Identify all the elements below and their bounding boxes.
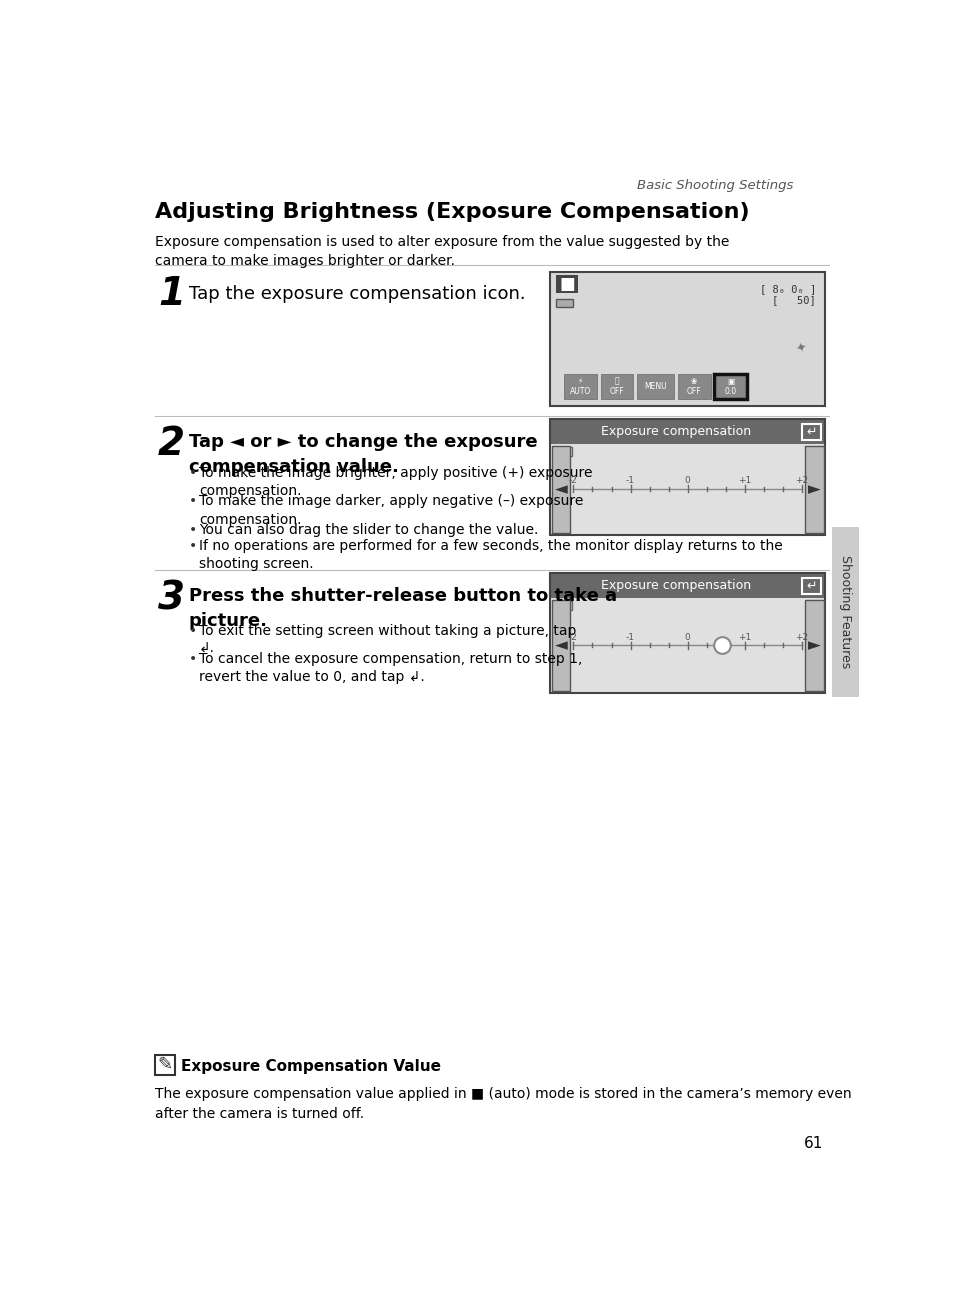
Text: ✦: ✦: [795, 342, 808, 356]
Text: ✎: ✎: [157, 1055, 172, 1074]
Text: If no operations are performed for a few seconds, the monitor display returns to: If no operations are performed for a few…: [199, 539, 782, 572]
Text: +2: +2: [795, 633, 808, 641]
Text: 0: 0: [684, 633, 690, 641]
Bar: [678, 374, 710, 398]
Text: Shooting Features: Shooting Features: [838, 556, 851, 669]
Text: +1: +1: [738, 633, 751, 641]
Bar: [551, 599, 570, 691]
Text: ⚡
AUTO: ⚡ AUTO: [569, 377, 590, 396]
Text: Exposure compensation: Exposure compensation: [600, 426, 750, 439]
Text: •: •: [189, 465, 197, 480]
Bar: [599, 374, 633, 398]
Text: Basic Shooting Settings: Basic Shooting Settings: [637, 179, 793, 192]
Bar: [550, 419, 824, 535]
Bar: [550, 444, 824, 535]
Text: Exposure Compensation Value: Exposure Compensation Value: [181, 1059, 441, 1075]
Bar: [831, 527, 858, 696]
Text: ▣
0.0: ▣ 0.0: [724, 377, 736, 396]
Text: -2: -2: [568, 477, 578, 485]
Text: -2: -2: [568, 633, 578, 641]
Bar: [804, 599, 822, 691]
Text: 2: 2: [158, 424, 185, 463]
Text: ◄: ◄: [554, 636, 567, 654]
Bar: [556, 275, 578, 293]
Bar: [550, 598, 824, 692]
Bar: [556, 300, 573, 307]
Bar: [550, 573, 824, 692]
Bar: [550, 573, 824, 598]
Bar: [563, 374, 596, 398]
Text: ►: ►: [807, 636, 820, 654]
Text: To make the image darker, apply negative (–) exposure
compensation.: To make the image darker, apply negative…: [199, 494, 583, 527]
Text: Tap ◄ or ► to change the exposure
compensation value.: Tap ◄ or ► to change the exposure compen…: [189, 434, 537, 477]
Text: MENU: MENU: [643, 382, 666, 390]
Bar: [555, 602, 571, 611]
Text: ↵: ↵: [805, 426, 816, 439]
Text: To cancel the exposure compensation, return to step 1,
revert the value to 0, an: To cancel the exposure compensation, ret…: [199, 652, 582, 685]
Text: ↵: ↵: [805, 579, 816, 593]
Text: ■: ■: [558, 275, 575, 293]
Text: You can also drag the slider to change the value.: You can also drag the slider to change t…: [199, 523, 537, 536]
Text: ❀
OFF: ❀ OFF: [686, 377, 700, 396]
Text: -1: -1: [625, 477, 635, 485]
Bar: [154, 1055, 174, 1075]
Text: •: •: [189, 539, 197, 553]
Text: ►: ►: [807, 480, 820, 498]
Text: Tap the exposure compensation icon.: Tap the exposure compensation icon.: [189, 285, 525, 302]
Bar: [551, 445, 570, 533]
Text: To make the image brighter, apply positive (+) exposure
compensation.: To make the image brighter, apply positi…: [199, 465, 592, 498]
Text: [ 8₀ 0₀ ]: [ 8₀ 0₀ ]: [759, 284, 815, 294]
Text: +2: +2: [795, 477, 808, 485]
Text: Exposure compensation: Exposure compensation: [600, 579, 750, 593]
Bar: [550, 419, 824, 444]
Text: ◄: ◄: [554, 480, 567, 498]
Text: [   50]: [ 50]: [771, 294, 815, 305]
Text: Adjusting Brightness (Exposure Compensation): Adjusting Brightness (Exposure Compensat…: [154, 202, 749, 222]
Bar: [714, 374, 746, 398]
Text: The exposure compensation value applied in ■ (auto) mode is stored in the camera: The exposure compensation value applied …: [154, 1087, 851, 1121]
Text: 1: 1: [158, 275, 185, 313]
Text: To exit the setting screen without taking a picture, tap
↲.: To exit the setting screen without takin…: [199, 624, 576, 656]
Bar: [804, 445, 822, 533]
Text: •: •: [189, 652, 197, 666]
Text: •: •: [189, 523, 197, 536]
Text: -1: -1: [625, 633, 635, 641]
Text: Exposure compensation is used to alter exposure from the value suggested by the
: Exposure compensation is used to alter e…: [154, 235, 728, 268]
Bar: [801, 424, 820, 439]
Text: Press the shutter-release button to take a
picture.: Press the shutter-release button to take…: [189, 587, 617, 631]
Bar: [801, 578, 820, 594]
Bar: [555, 447, 571, 456]
Text: +1: +1: [738, 477, 751, 485]
Text: •: •: [189, 624, 197, 637]
Bar: [550, 272, 824, 406]
Text: 3: 3: [158, 579, 185, 618]
Text: 0: 0: [684, 477, 690, 485]
Text: ⏲
OFF: ⏲ OFF: [609, 377, 623, 396]
Text: 61: 61: [802, 1137, 822, 1151]
Bar: [637, 374, 674, 398]
Text: •: •: [189, 494, 197, 509]
